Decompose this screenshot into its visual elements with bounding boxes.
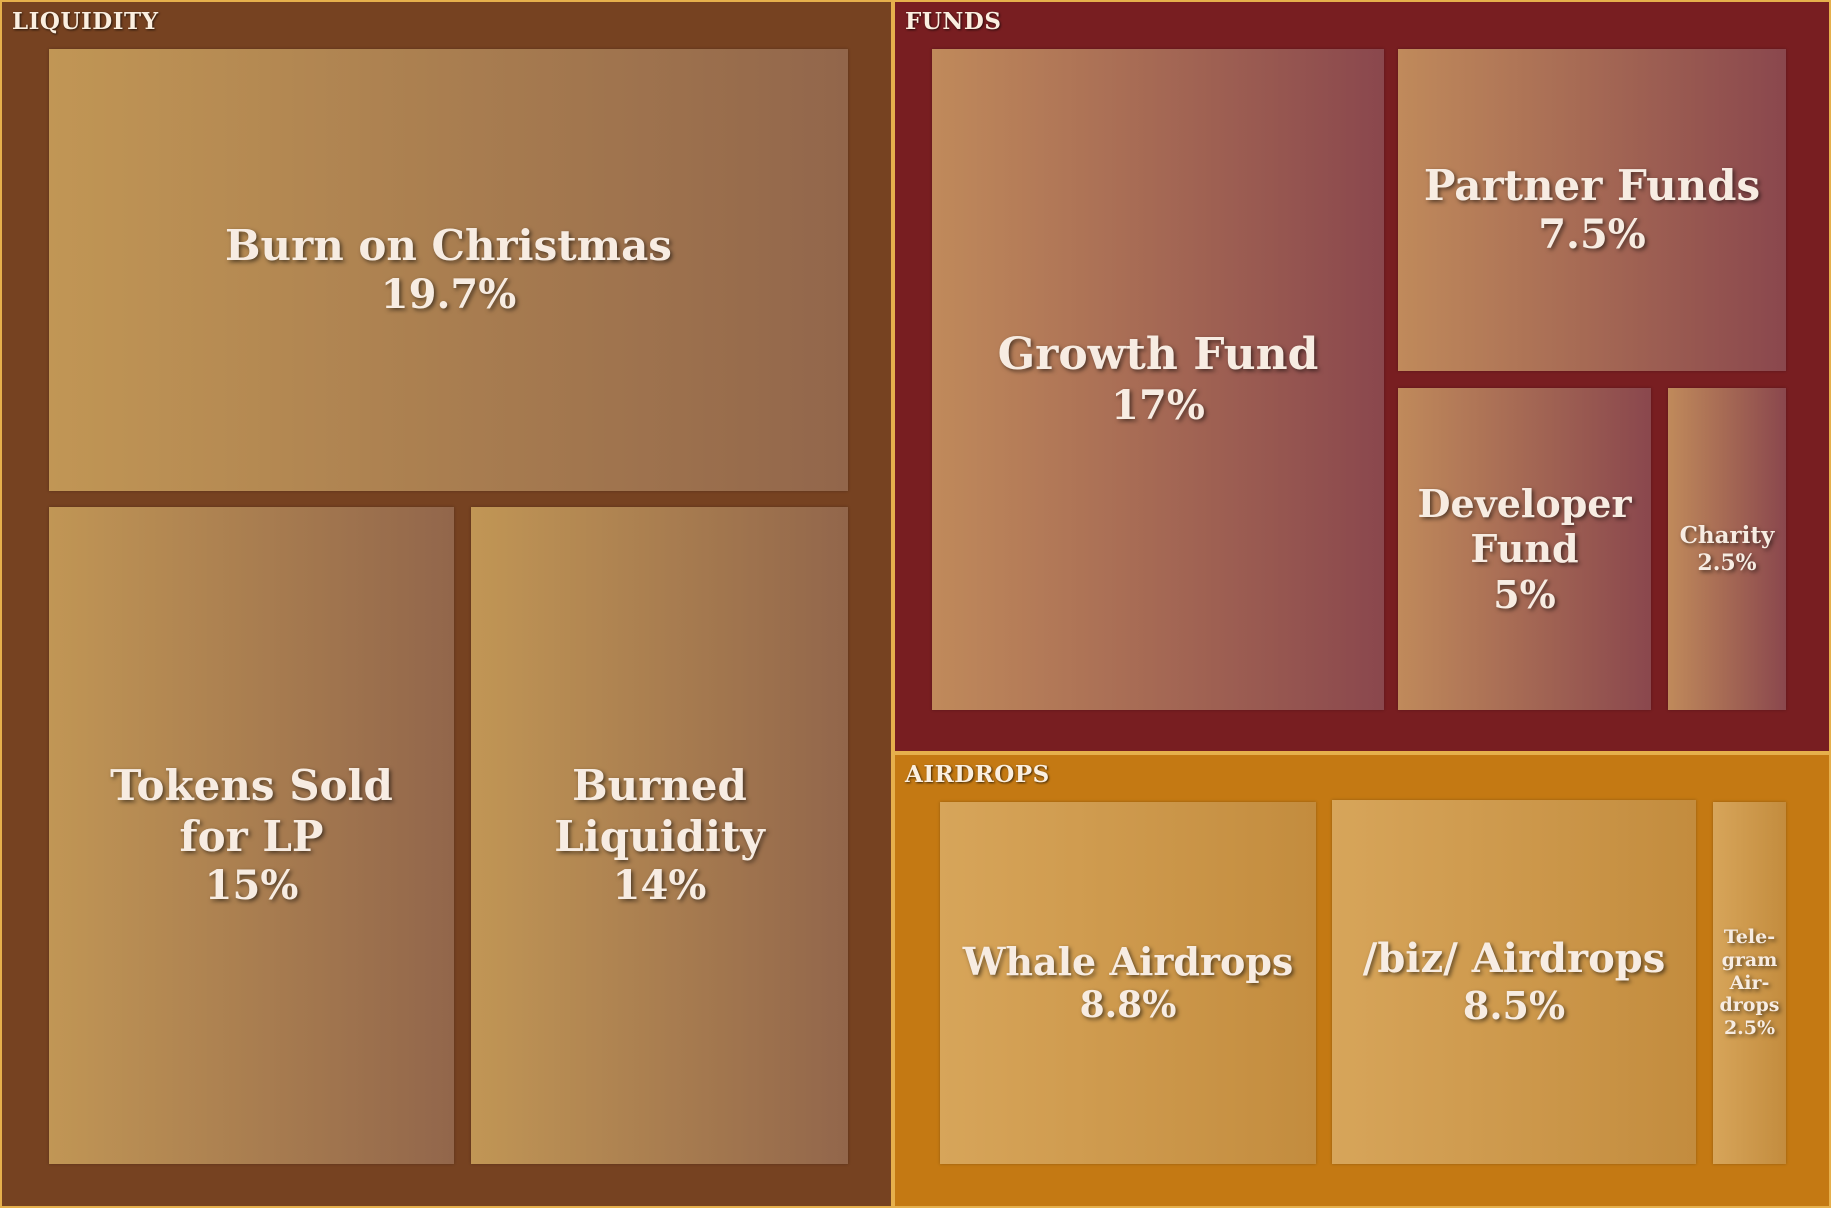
tile-value: 15% <box>204 861 299 909</box>
tile-value: 2.5% <box>1697 549 1757 576</box>
tile-label: Growth Fund <box>997 329 1319 381</box>
tile-whale-airdrops: Whale Airdrops 8.8% <box>940 802 1316 1164</box>
group-funds: FUNDS Growth Fund 17% Partner Funds 7.5% Deve… <box>893 0 1831 753</box>
tile-label: Burned Liquidity <box>554 761 765 861</box>
tile-burn-on-christmas: Burn on Christmas 19.7% <box>49 49 848 491</box>
tile-label: /biz/ Airdrops <box>1362 935 1666 983</box>
tile-label: Tele-gram Air-drops <box>1719 926 1780 1017</box>
tile-value: 19.7% <box>380 271 517 319</box>
group-airdrops: AIRDROPS Whale Airdrops 8.8%/biz/ Airdrops… <box>893 753 1831 1208</box>
tile-biz-airdrops: /biz/ Airdrops 8.5% <box>1332 800 1696 1164</box>
group-liquidity: LIQUIDITY Burn on Christmas 19.7% Tokens So… <box>0 0 893 1208</box>
tile-label: Tokens Sold for LP <box>110 761 393 861</box>
tile-label: Partner Funds <box>1423 160 1761 210</box>
tile-value: 2.5% <box>1723 1017 1776 1040</box>
tile-tokens-sold-for-lp: Tokens Sold for LP 15% <box>49 507 454 1164</box>
tile-growth-fund: Growth Fund 17% <box>932 49 1384 710</box>
tile-label: Charity <box>1679 522 1775 549</box>
tile-partner-funds: Partner Funds 7.5% <box>1398 49 1786 371</box>
tile-value: 8.5% <box>1462 983 1566 1029</box>
tile-developer-fund: Developer Fund 5% <box>1398 388 1651 710</box>
tile-label: Whale Airdrops <box>962 938 1294 984</box>
group-label: FUNDS <box>905 8 1002 35</box>
tile-value: 14% <box>612 861 707 909</box>
group-label: LIQUIDITY <box>12 8 159 35</box>
group-label: AIRDROPS <box>905 761 1050 788</box>
tile-charity: Charity 2.5% <box>1668 388 1786 710</box>
tile-value: 8.8% <box>1079 984 1177 1027</box>
tile-label: Burn on Christmas <box>225 220 672 270</box>
tile-value: 17% <box>1111 381 1205 429</box>
tile-label: Developer Fund <box>1417 480 1632 572</box>
tile-value: 5% <box>1493 571 1556 617</box>
tile-burned-liquidity: Burned Liquidity 14% <box>471 507 848 1164</box>
tile-tele-gram-air-drops: Tele-gram Air-drops 2.5% <box>1713 802 1786 1164</box>
tile-value: 7.5% <box>1538 211 1646 259</box>
